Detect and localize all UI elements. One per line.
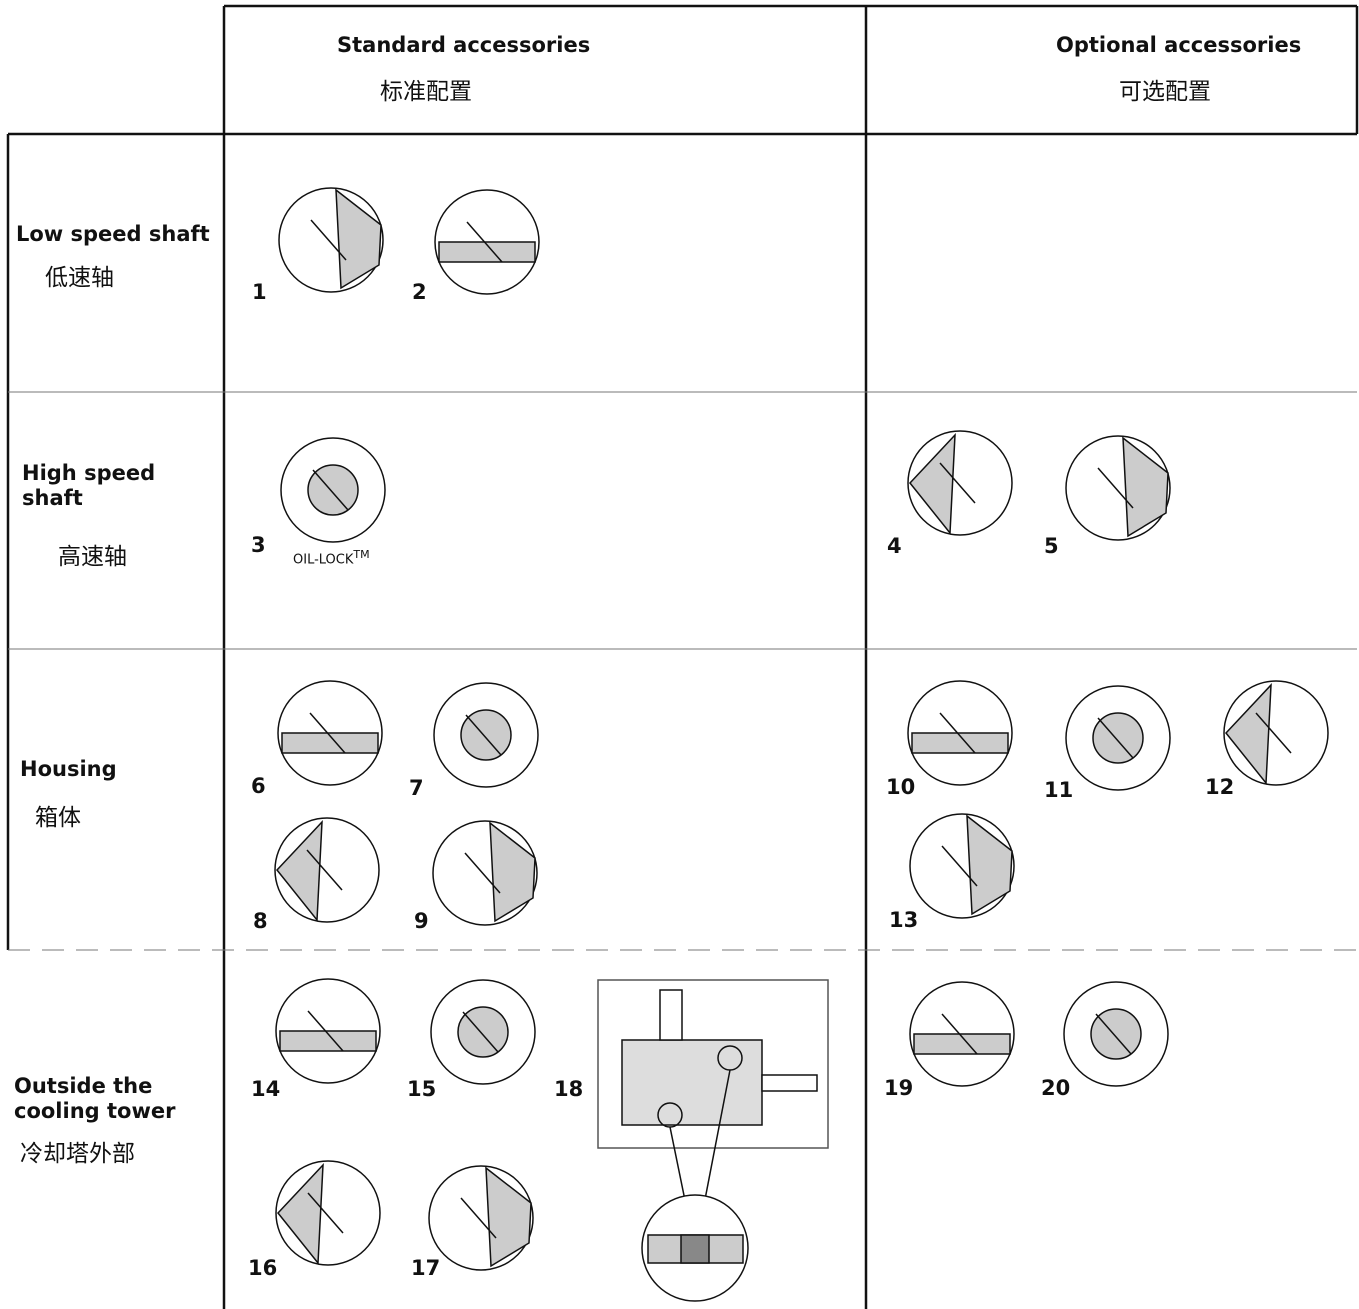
item-number: 18 bbox=[554, 1077, 584, 1101]
icon-detail bbox=[1255, 712, 1292, 754]
caption-text: OIL-LOCK bbox=[293, 552, 354, 568]
item-number: 16 bbox=[248, 1256, 278, 1280]
item-number: 7 bbox=[409, 776, 424, 800]
item-number: 2 bbox=[412, 280, 427, 304]
icon-detail bbox=[307, 1010, 344, 1052]
icon-shape bbox=[1122, 436, 1169, 538]
icon-detail bbox=[1095, 1013, 1132, 1055]
icon-detail bbox=[460, 1197, 497, 1239]
accessory-icon bbox=[274, 817, 380, 923]
icon-detail bbox=[939, 712, 976, 754]
icon-shape bbox=[281, 732, 379, 754]
gearbox-shaft bbox=[659, 989, 683, 1041]
caption-superscript: TM bbox=[353, 548, 370, 561]
item-number: 19 bbox=[884, 1076, 914, 1100]
gearbox-shaft bbox=[761, 1074, 818, 1092]
icon-detail bbox=[941, 1013, 978, 1055]
row-label-en: Low speed shaft bbox=[16, 222, 210, 246]
icon-shape bbox=[913, 1033, 1011, 1055]
accessory-icon bbox=[280, 437, 386, 543]
accessory-icon bbox=[909, 813, 1015, 919]
icon-detail bbox=[462, 1011, 499, 1053]
item-number: 13 bbox=[889, 908, 919, 932]
accessory-icon bbox=[907, 680, 1013, 786]
icon-detail bbox=[312, 469, 349, 511]
header-en: Standard accessories bbox=[337, 33, 591, 57]
row-label-zh: 高速轴 bbox=[58, 544, 127, 570]
row-label-en: Housing bbox=[20, 757, 117, 781]
detail-part bbox=[680, 1234, 710, 1264]
item-number: 1 bbox=[252, 280, 267, 304]
header-zh: 可选配置 bbox=[1119, 79, 1211, 105]
accessory-icon bbox=[1223, 680, 1329, 786]
row-label-zh: 箱体 bbox=[35, 805, 81, 831]
icon-shape bbox=[277, 1162, 324, 1266]
icon-detail bbox=[309, 712, 346, 754]
arrow bbox=[701, 1069, 731, 1216]
item-number: 14 bbox=[251, 1077, 281, 1101]
row-label-zh: 低速轴 bbox=[45, 265, 114, 291]
row-label-en: High speed shaft bbox=[22, 461, 156, 510]
icon-detail bbox=[1097, 717, 1134, 759]
accessory-icon bbox=[907, 430, 1013, 536]
accessory-icon bbox=[428, 1165, 534, 1271]
row-label-zh: 冷却塔外部 bbox=[20, 1141, 135, 1167]
icon-detail bbox=[310, 219, 347, 261]
icon-shape bbox=[485, 1166, 532, 1268]
icon-shape bbox=[276, 819, 323, 923]
icon-detail bbox=[464, 852, 501, 894]
icon-detail bbox=[306, 849, 343, 891]
item-number: 5 bbox=[1044, 534, 1059, 558]
accessory-icon bbox=[1063, 981, 1169, 1087]
header-en: Optional accessories bbox=[1056, 33, 1302, 57]
icon-shape bbox=[279, 1030, 377, 1052]
icon-detail bbox=[307, 1192, 344, 1234]
icon-detail bbox=[466, 221, 503, 263]
item-number: 11 bbox=[1044, 778, 1074, 802]
icon-detail bbox=[1097, 467, 1134, 509]
accessory-icon bbox=[277, 680, 383, 786]
accessory-icon bbox=[1065, 435, 1171, 541]
icon-shape bbox=[438, 241, 536, 263]
item-number: 20 bbox=[1041, 1076, 1071, 1100]
header-zh: 标准配置 bbox=[380, 79, 472, 105]
accessory-icon bbox=[432, 820, 538, 926]
row-label-en: Outside the cooling tower bbox=[14, 1074, 176, 1123]
icon-detail bbox=[465, 714, 502, 756]
accessory-icon bbox=[909, 981, 1015, 1087]
icon-detail bbox=[941, 845, 978, 887]
gearbox-frame bbox=[597, 979, 829, 1149]
item-number: 10 bbox=[886, 775, 916, 799]
item-number: 17 bbox=[411, 1256, 441, 1280]
item-number: 12 bbox=[1205, 775, 1235, 799]
item-caption: OIL-LOCKTM bbox=[293, 548, 370, 567]
icon-shape bbox=[489, 821, 536, 923]
icon-shape bbox=[911, 732, 1009, 754]
icon-shape bbox=[1225, 682, 1272, 786]
icon-detail bbox=[939, 462, 976, 504]
accessory-icon bbox=[597, 979, 829, 1302]
icon-shape bbox=[909, 432, 956, 536]
icon-shape bbox=[966, 814, 1013, 916]
item-number: 6 bbox=[251, 774, 266, 798]
accessory-icon bbox=[278, 187, 384, 293]
item-number: 8 bbox=[253, 909, 268, 933]
accessory-icon bbox=[434, 189, 540, 295]
item-number: 15 bbox=[407, 1077, 437, 1101]
accessory-icon bbox=[1065, 685, 1171, 791]
gearbox-body bbox=[621, 1039, 763, 1126]
icon-shape bbox=[335, 188, 382, 290]
accessory-icon bbox=[433, 682, 539, 788]
item-number: 3 bbox=[251, 533, 266, 557]
item-number: 9 bbox=[414, 909, 429, 933]
accessory-icon bbox=[275, 978, 381, 1084]
item-number: 4 bbox=[887, 534, 902, 558]
accessory-icon bbox=[275, 1160, 381, 1266]
accessory-icon bbox=[430, 979, 536, 1085]
